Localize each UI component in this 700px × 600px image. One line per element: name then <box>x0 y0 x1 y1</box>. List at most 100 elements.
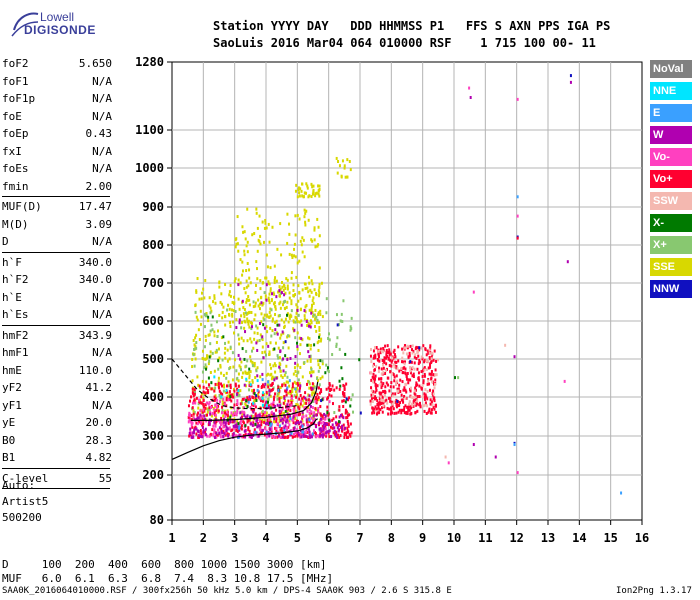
echo-point <box>321 416 324 420</box>
echo-point <box>288 296 291 300</box>
echo-point <box>283 324 286 328</box>
echo-point <box>275 408 278 412</box>
echo-point <box>245 300 248 304</box>
echo-point <box>308 294 311 298</box>
echo-point <box>265 226 268 230</box>
echo-point <box>281 285 284 289</box>
echo-point <box>243 315 246 319</box>
echo-point <box>207 391 210 395</box>
echo-point <box>321 315 324 319</box>
echo-point <box>372 372 375 376</box>
echo-point <box>409 344 412 348</box>
echo-point <box>333 429 336 433</box>
echo-point <box>347 422 350 426</box>
echo-point <box>278 314 281 318</box>
echo-point <box>210 387 213 391</box>
echo-point <box>246 311 249 315</box>
echo-point <box>340 413 343 417</box>
echo-point <box>263 318 266 322</box>
echo-point <box>288 252 291 256</box>
echo-point <box>284 420 287 424</box>
echo-point <box>311 393 314 397</box>
echo-point <box>307 290 310 294</box>
echo-point <box>306 184 309 188</box>
echo-point <box>256 366 259 370</box>
echo-point <box>348 396 351 400</box>
echo-point <box>273 347 276 351</box>
profile-curve <box>190 381 319 421</box>
echo-point <box>397 359 400 363</box>
echo-point <box>309 414 312 418</box>
echo-point <box>213 420 216 424</box>
echo-point <box>214 397 217 401</box>
echo-point <box>352 410 355 414</box>
echo-point <box>228 313 231 317</box>
echo-point <box>299 239 302 243</box>
echo-point <box>249 359 252 363</box>
echo-point <box>413 361 416 365</box>
echo-point <box>248 384 251 388</box>
echo-point <box>246 320 249 324</box>
echo-point <box>239 421 242 425</box>
echo-point <box>339 319 342 323</box>
echo-point <box>214 415 217 419</box>
echo-point <box>212 424 215 428</box>
echo-point <box>320 429 323 433</box>
echo-point <box>279 287 282 291</box>
echo-point <box>287 425 290 429</box>
echo-point <box>288 316 291 320</box>
echo-point <box>386 406 389 410</box>
echo-point <box>226 414 229 418</box>
echo-point <box>402 388 405 392</box>
echo-point <box>430 376 433 380</box>
footer-muf-row: MUF 6.0 6.1 6.3 6.8 7.4 8.3 10.8 17.5 [M… <box>2 572 334 585</box>
echo-point <box>254 405 257 409</box>
echo-point <box>305 429 308 433</box>
echo-point <box>194 425 197 429</box>
echo-point <box>296 345 299 349</box>
echo-point <box>194 303 197 307</box>
echo-point <box>309 404 312 408</box>
echo-point <box>261 335 264 339</box>
echo-point <box>209 405 212 409</box>
echo-point <box>423 403 426 407</box>
echo-point <box>325 297 328 301</box>
echo-point <box>292 289 295 293</box>
echo-point <box>258 413 261 417</box>
echo-point <box>261 403 264 407</box>
echo-point <box>298 194 301 198</box>
echo-point <box>242 306 245 310</box>
x-tick-label: 15 <box>603 531 617 545</box>
echo-point <box>298 290 301 294</box>
echo-point <box>286 426 289 430</box>
echo-point <box>212 300 215 304</box>
echo-point <box>273 420 276 424</box>
echo-point <box>336 433 339 437</box>
echo-point <box>317 378 320 382</box>
echo-point <box>380 391 383 395</box>
echo-point <box>209 410 212 414</box>
echo-point <box>328 393 331 397</box>
echo-point <box>285 380 288 384</box>
y-tick-label: 900 <box>142 200 164 214</box>
echo-point <box>408 351 411 355</box>
echo-point <box>271 319 274 323</box>
echo-point <box>210 381 213 385</box>
echo-point <box>345 382 348 386</box>
param-name: B0 <box>2 433 16 447</box>
echo-point <box>202 396 205 400</box>
echo-point <box>253 331 256 335</box>
echo-point <box>301 338 304 342</box>
echo-point <box>205 354 208 358</box>
echo-point <box>375 346 378 350</box>
echo-point <box>273 264 276 268</box>
echo-point <box>274 307 277 311</box>
echo-point <box>256 326 259 330</box>
echo-point <box>318 291 321 295</box>
echo-point <box>327 429 330 433</box>
echo-point <box>516 236 519 240</box>
param-value: 41.2 <box>85 381 113 394</box>
echo-point <box>311 382 314 386</box>
echo-point <box>434 403 437 407</box>
echo-point <box>235 326 238 330</box>
